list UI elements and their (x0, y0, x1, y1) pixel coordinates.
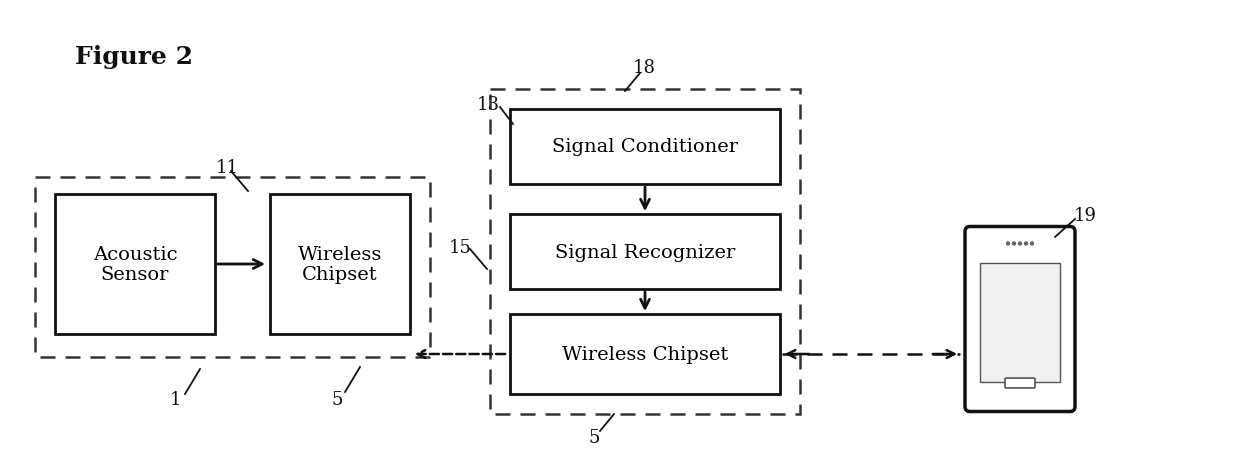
Bar (510, 110, 780, 185)
Bar (270, 194, 410, 334)
Text: 5: 5 (588, 428, 600, 446)
Text: Signal Conditioner: Signal Conditioner (552, 138, 738, 156)
Text: Wireless Chipset: Wireless Chipset (562, 345, 728, 363)
Text: 1: 1 (169, 390, 181, 408)
Bar (510, 214, 780, 289)
Text: 13: 13 (476, 96, 500, 114)
Text: 18: 18 (632, 59, 656, 77)
Bar (55, 194, 215, 334)
Bar (510, 314, 780, 394)
Text: 11: 11 (216, 159, 238, 176)
Circle shape (1013, 243, 1016, 245)
Text: Acoustic
Sensor: Acoustic Sensor (93, 245, 177, 284)
Circle shape (1030, 243, 1033, 245)
Bar (35, 178, 430, 357)
FancyBboxPatch shape (965, 227, 1075, 412)
Bar (490, 90, 800, 414)
Text: Signal Recognizer: Signal Recognizer (554, 243, 735, 261)
Text: Figure 2: Figure 2 (74, 45, 193, 69)
Circle shape (1018, 243, 1022, 245)
Text: 15: 15 (449, 238, 471, 257)
Text: Wireless
Chipset: Wireless Chipset (298, 245, 382, 284)
FancyBboxPatch shape (1004, 378, 1035, 388)
Circle shape (1024, 243, 1028, 245)
Circle shape (1007, 243, 1009, 245)
Text: 19: 19 (1074, 206, 1096, 225)
Text: 5: 5 (331, 390, 342, 408)
Bar (980, 263, 1060, 382)
